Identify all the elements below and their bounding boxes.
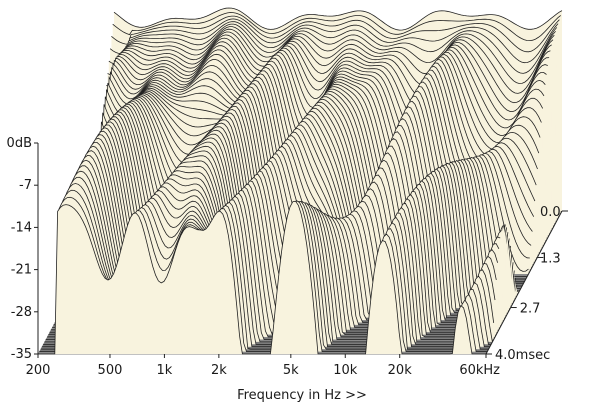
time-tick-label: 2.7 xyxy=(520,302,541,317)
time-tick-label: 0.0 xyxy=(540,205,561,220)
y-tick-label: -7 xyxy=(19,178,32,193)
y-axis: 0dB -7 -14 -21 -28 -35 xyxy=(7,136,39,362)
x-tick-label: 60kHz xyxy=(459,363,500,378)
decay-slice-line xyxy=(108,21,558,74)
y-tick-label: -28 xyxy=(11,305,32,320)
time-axis-line xyxy=(485,210,563,355)
x-axis: 200 500 1k 2k 5k 10k 20k 60kHz xyxy=(26,354,500,378)
time-axis: 0.0 1.3 2.7 4.0msec xyxy=(485,205,568,363)
y-tick-label: -35 xyxy=(11,347,32,362)
time-tick-label: 1.3 xyxy=(540,251,561,266)
decay-slice-line xyxy=(107,23,556,84)
decay-slice-line xyxy=(109,18,559,64)
decay-slice-fill xyxy=(38,201,486,354)
x-tick-label: 20k xyxy=(388,363,413,378)
decay-slice-line xyxy=(99,41,548,139)
time-tick-label: 4.0msec xyxy=(495,348,550,363)
x-tick-label: 5k xyxy=(283,363,299,378)
decay-slice-line xyxy=(61,118,510,311)
x-tick-label: 2k xyxy=(211,363,227,378)
decay-slice-line xyxy=(104,28,554,104)
x-tick-label: 1k xyxy=(157,363,173,378)
decay-slice-line xyxy=(103,31,552,113)
y-tick-label: -14 xyxy=(11,220,32,235)
y-tick-label: -21 xyxy=(11,263,32,278)
decay-slice-line xyxy=(113,7,563,31)
x-tick-label: 10k xyxy=(333,363,358,378)
x-tick-label: 200 xyxy=(26,363,51,378)
decay-slice-line xyxy=(102,34,551,121)
decay-slice-line xyxy=(100,37,550,130)
decay-slice-line xyxy=(38,200,486,355)
x-tick-label: 500 xyxy=(98,363,123,378)
decay-slice-line xyxy=(98,45,547,148)
x-axis-title: Frequency in Hz >> xyxy=(237,388,367,403)
decay-slice-line xyxy=(112,12,561,42)
y-tick-label: 0dB xyxy=(7,136,32,151)
decay-slice-line xyxy=(106,26,555,94)
decay-slice-line xyxy=(111,15,560,53)
decay-slices xyxy=(38,7,563,355)
